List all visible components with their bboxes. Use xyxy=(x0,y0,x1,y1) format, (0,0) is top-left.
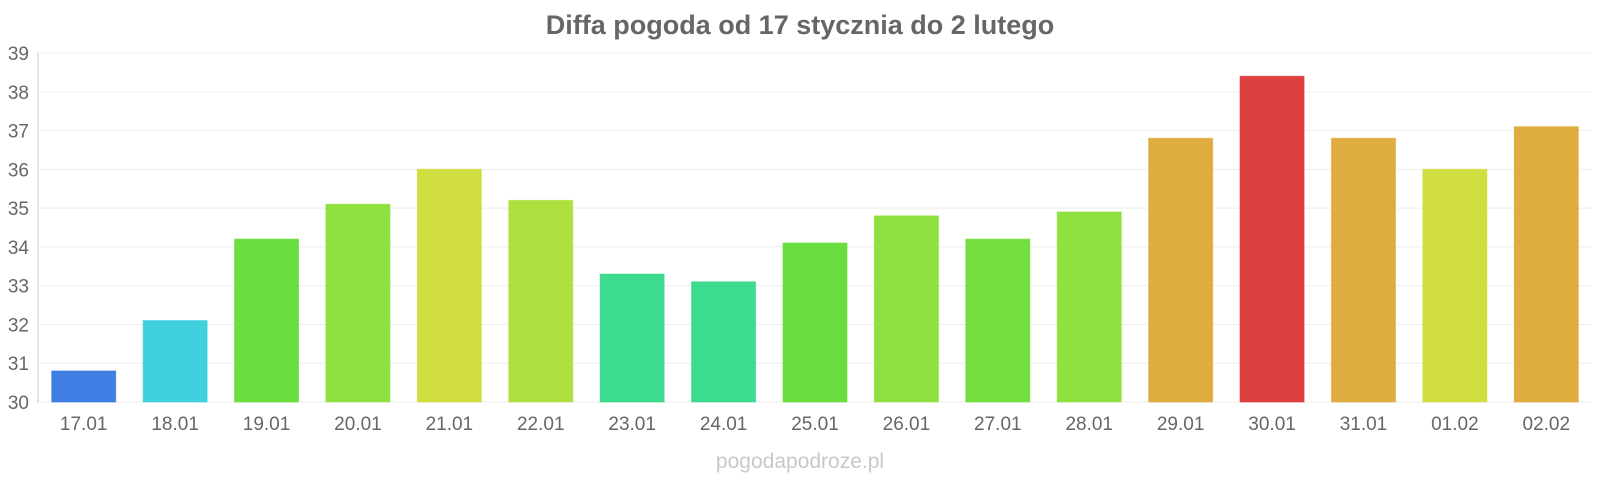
bar xyxy=(1148,137,1214,403)
bar xyxy=(234,238,300,403)
y-tick-label: 33 xyxy=(8,277,29,298)
bar xyxy=(142,320,208,403)
y-tick-label: 30 xyxy=(8,393,29,414)
bar xyxy=(599,273,665,403)
y-tick-label: 31 xyxy=(8,354,29,375)
x-tick-label: 23.01 xyxy=(608,414,656,435)
y-tick-label: 36 xyxy=(8,160,29,181)
x-tick-label: 24.01 xyxy=(700,414,748,435)
x-tick-label: 25.01 xyxy=(791,414,839,435)
bar xyxy=(1513,126,1579,403)
bar xyxy=(873,215,939,403)
x-tick-label: 01.02 xyxy=(1431,414,1479,435)
x-tick-label: 31.01 xyxy=(1340,414,1388,435)
x-tick-label: 26.01 xyxy=(883,414,931,435)
x-tick-label: 17.01 xyxy=(60,414,108,435)
x-tick-label: 19.01 xyxy=(243,414,291,435)
x-tick-label: 22.01 xyxy=(517,414,565,435)
bars xyxy=(51,75,1579,403)
x-tick-label: 02.02 xyxy=(1523,414,1571,435)
y-tick-label: 35 xyxy=(8,199,29,220)
y-tick-label: 37 xyxy=(8,122,29,143)
bar xyxy=(965,238,1031,403)
y-tick-label: 34 xyxy=(8,238,30,259)
x-tick-label: 29.01 xyxy=(1157,414,1205,435)
y-tick-label: 39 xyxy=(8,44,29,65)
x-tick-label: 20.01 xyxy=(334,414,382,435)
x-tick-label: 27.01 xyxy=(974,414,1022,435)
bar xyxy=(508,199,574,403)
chart-title: Diffa pogoda od 17 stycznia do 2 lutego xyxy=(545,10,1055,40)
bar xyxy=(782,242,848,403)
x-tick-label: 28.01 xyxy=(1065,414,1113,435)
x-tick-label: 18.01 xyxy=(151,414,199,435)
bar xyxy=(51,370,117,403)
x-axis-ticks: 17.01 18.01 19.01 20.01 21.01 22.01 23.01 24.01… xyxy=(60,414,1570,435)
bar xyxy=(1239,75,1305,403)
bar xyxy=(1422,168,1488,403)
bar xyxy=(691,281,757,403)
bar xyxy=(1330,137,1396,403)
bar xyxy=(1056,211,1122,403)
x-tick-label: 21.01 xyxy=(426,414,474,435)
y-tick-label: 32 xyxy=(8,315,29,336)
y-tick-label: 38 xyxy=(8,83,29,104)
bar xyxy=(416,168,482,403)
y-axis-ticks: 30 31 32 33 34 35 36 37 38 39 xyxy=(8,44,30,414)
bar xyxy=(325,203,391,403)
watermark: pogodapodroze.pl xyxy=(715,450,885,473)
x-tick-label: 30.01 xyxy=(1248,414,1296,435)
